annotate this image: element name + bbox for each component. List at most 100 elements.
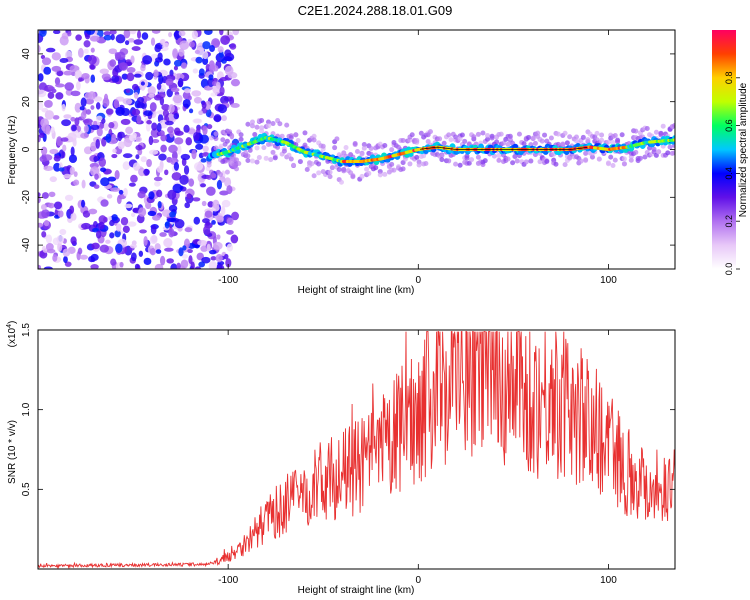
noise-blob: [103, 34, 112, 41]
ridge-halo: [516, 131, 522, 137]
spectrogram-y-tick-label: 40: [21, 48, 32, 60]
noise-blob: [213, 114, 222, 123]
snr-series-line: [38, 331, 675, 569]
noise-blob: [127, 38, 135, 43]
noise-blob: [98, 221, 105, 230]
noise-blob: [145, 71, 154, 81]
ridge-halo: [252, 131, 258, 137]
ridge-halo: [642, 154, 648, 160]
ridge-halo: [295, 138, 301, 144]
ridge-halo: [542, 132, 548, 138]
ridge-halo: [341, 168, 347, 174]
ridge-halo: [297, 159, 303, 165]
spectrogram-y-tick-label: 0: [21, 146, 32, 152]
ridge-halo: [350, 174, 356, 180]
colorbar-tick-label: 0.8: [724, 72, 734, 85]
ridge-halo: [608, 154, 614, 160]
noise-blob: [219, 76, 228, 82]
ridge-halo: [281, 148, 287, 154]
ridge-halo: [382, 171, 388, 177]
noise-blob: [41, 57, 52, 66]
ridge-halo: [521, 141, 527, 147]
noise-blob: [158, 74, 164, 85]
noise-blob: [111, 75, 120, 83]
noise-blob: [93, 184, 100, 189]
ridge-halo: [548, 135, 554, 141]
noise-blob: [105, 133, 112, 143]
noise-blob: [153, 94, 162, 101]
noise-blob: [216, 179, 223, 190]
ridge-halo: [284, 122, 290, 128]
noise-blob: [166, 217, 177, 222]
spectrogram-panel: -100 0 100 -40 -20 0 20 40 Height of straight …: [7, 29, 676, 296]
noise-blob: [70, 116, 76, 122]
noise-blob: [163, 238, 173, 248]
ridge-halo: [585, 137, 591, 143]
noise-blob: [215, 264, 225, 269]
noise-blob: [182, 245, 187, 251]
ridge-halo: [599, 132, 605, 138]
noise-blob: [131, 108, 141, 116]
noise-blob: [151, 139, 160, 144]
noise-blob: [176, 262, 181, 269]
ridge-halo: [256, 154, 262, 160]
ridge-halo: [612, 133, 618, 139]
ridge-halo: [265, 119, 271, 125]
noise-blob: [81, 199, 86, 208]
noise-blob: [180, 259, 189, 269]
noise-blob: [51, 65, 62, 72]
noise-blob: [55, 92, 64, 100]
noise-blob: [133, 39, 144, 45]
noise-blob: [103, 93, 109, 103]
noise-blob: [183, 165, 190, 175]
ridge-halo: [507, 133, 513, 139]
noise-blob: [204, 30, 213, 35]
ridge-halo: [277, 121, 283, 127]
ridge-halo: [377, 172, 383, 178]
ridge-halo: [583, 157, 589, 163]
noise-blob: [217, 104, 228, 114]
noise-blob: [202, 41, 211, 50]
noise-blob: [83, 40, 91, 48]
noise-blob: [111, 153, 118, 159]
noise-blob: [93, 155, 99, 162]
noise-blob: [226, 243, 234, 252]
noise-blob: [166, 258, 174, 264]
noise-blob: [103, 123, 109, 131]
ridge-halo: [457, 162, 463, 168]
noise-blob: [38, 264, 42, 269]
noise-blob: [135, 136, 142, 143]
noise-blob: [90, 141, 98, 152]
ridge-halo: [361, 141, 367, 147]
ridge-halo: [656, 149, 662, 155]
ridge-halo: [510, 160, 516, 166]
noise-blob: [147, 210, 157, 217]
noise-blob: [126, 72, 135, 82]
noise-blob: [200, 158, 207, 163]
noise-blob: [136, 114, 142, 124]
ridge-halo: [418, 130, 424, 136]
noise-blob: [58, 167, 65, 172]
ridge-halo: [220, 159, 226, 165]
ridge-halo: [288, 156, 294, 162]
noise-blob: [62, 144, 67, 152]
noise-blob: [198, 261, 206, 268]
noise-blob: [148, 93, 155, 98]
noise-blob: [159, 232, 167, 237]
noise-blob: [226, 229, 234, 235]
ridge-halo: [213, 136, 219, 142]
noise-blob: [152, 214, 161, 221]
ridge-halo: [224, 169, 230, 175]
noise-blob: [170, 87, 180, 93]
noise-blob: [212, 40, 221, 46]
noise-blob: [42, 124, 50, 135]
ridge-halo: [227, 129, 233, 135]
noise-blob: [185, 137, 193, 146]
ridge-halo: [672, 150, 675, 156]
noise-blob: [180, 153, 191, 161]
noise-blob: [98, 215, 107, 224]
noise-blob: [204, 210, 213, 218]
noise-blob: [95, 138, 100, 149]
noise-blob: [109, 232, 115, 239]
noise-blob: [176, 145, 182, 155]
